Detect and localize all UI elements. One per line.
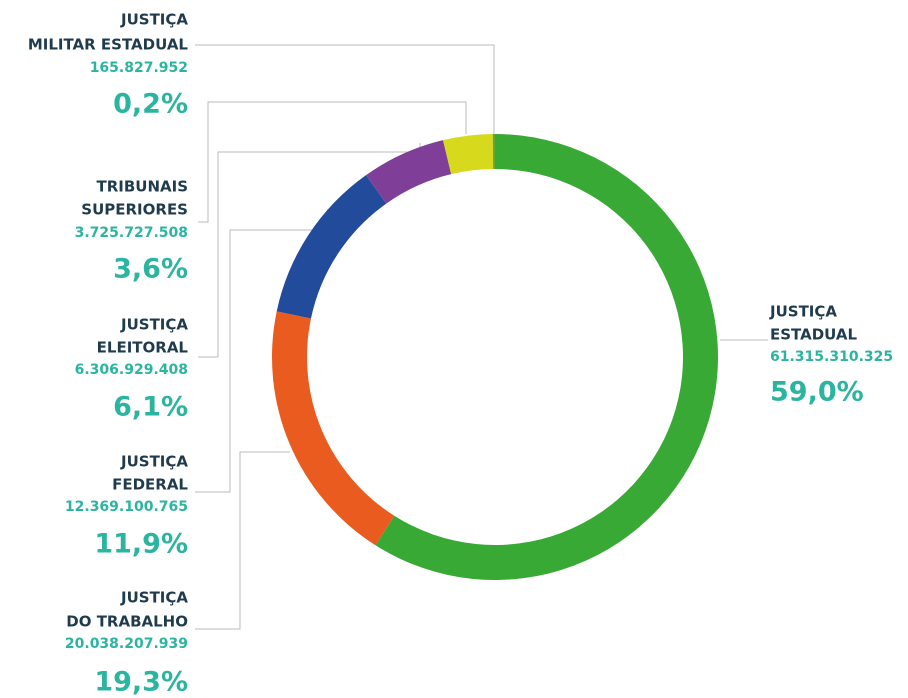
leader-line (195, 44, 495, 134)
donut-segment (276, 175, 387, 319)
segment-name: FEDERAL (112, 476, 188, 494)
segment-amount: 6.306.929.408 (75, 362, 188, 378)
segment-amount: 3.725.727.508 (75, 225, 188, 241)
segment-name: JUSTIÇA (120, 589, 188, 607)
segment-percentage: 3,6% (113, 254, 188, 285)
leader-line (195, 451, 290, 630)
segment-name: JUSTIÇA (120, 453, 188, 471)
segment-amount: 61.315.310.325 (770, 349, 893, 365)
segment-name: JUSTIÇA (769, 303, 837, 321)
donut-segment (443, 134, 494, 175)
leader-line (195, 229, 340, 493)
segment-percentage: 11,9% (94, 529, 188, 560)
donut-segment (375, 134, 719, 580)
segment-name: JUSTIÇA (120, 11, 188, 29)
segment-name: ESTADUAL (770, 326, 858, 344)
donut-segment (492, 134, 495, 170)
segment-percentage: 19,3% (94, 667, 188, 698)
segment-name: DO TRABALHO (66, 613, 188, 631)
donut-segment (271, 311, 395, 546)
segment-percentage: 0,2% (113, 89, 188, 120)
segment-name: TRIBUNAIS (96, 178, 188, 196)
segment-name: MILITAR ESTADUAL (28, 36, 189, 54)
donut-segment (366, 140, 452, 204)
segment-name: JUSTIÇA (120, 316, 188, 334)
segment-amount: 12.369.100.765 (65, 499, 188, 515)
segment-percentage: 6,1% (113, 392, 188, 423)
segment-name: SUPERIORES (81, 201, 188, 219)
segment-percentage: 59,0% (770, 377, 864, 408)
segment-amount: 20.038.207.939 (65, 636, 188, 652)
segment-name: ELEITORAL (97, 339, 189, 357)
segment-amount: 165.827.952 (90, 60, 188, 76)
leader-line (198, 101, 467, 223)
